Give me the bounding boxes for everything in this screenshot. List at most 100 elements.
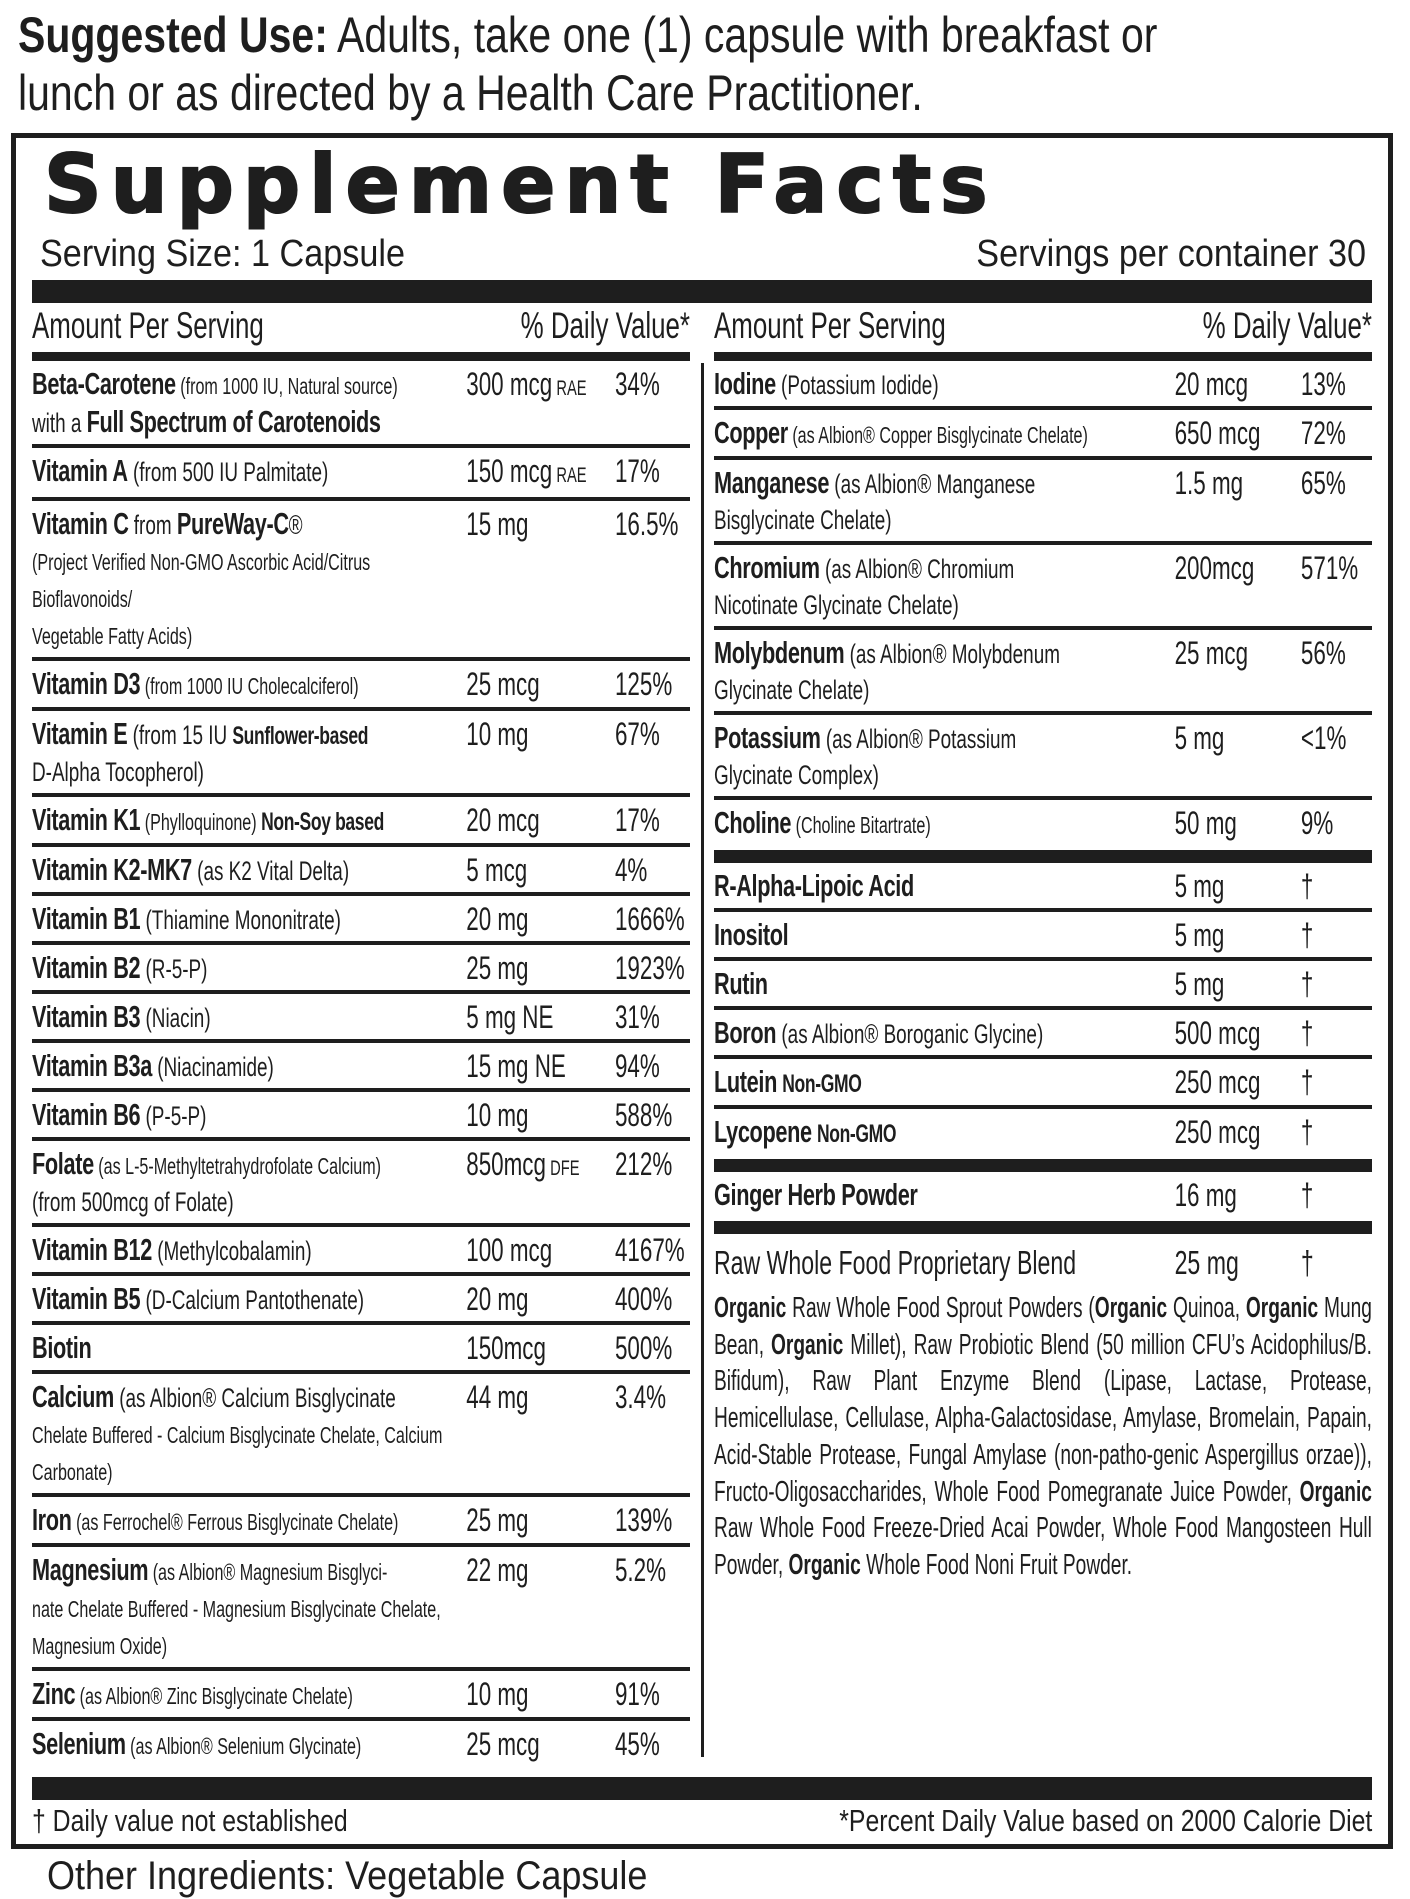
- nutrient-daily-value: 91%: [614, 1676, 660, 1712]
- text-segment: (from 15 IU: [127, 720, 233, 750]
- nutrient-name: Iodine (Potassium Iodide): [714, 366, 1175, 403]
- nutrient-daily-value: 31%: [614, 999, 660, 1035]
- amount-value: 15 mg: [466, 506, 529, 542]
- amount-value: 25 mcg: [466, 666, 540, 702]
- nutrient-daily-value: 500%: [614, 1330, 673, 1366]
- amount-value: 850mcg: [466, 1146, 546, 1182]
- nutrient-daily-value: †: [1300, 917, 1314, 953]
- nutrient-name: Vitamin B3a (Niacinamide): [32, 1048, 466, 1085]
- nutrient-daily-value: 94%: [614, 1048, 660, 1084]
- text-segment: Vitamin B3: [32, 999, 141, 1034]
- text-segment: Organic: [770, 1328, 844, 1361]
- nutrient-amount: 200mcg: [1175, 550, 1301, 623]
- nutrient-row: Vitamin K1 (Phylloquinone) Non-Soy based…: [32, 797, 690, 847]
- nutrient-daily-value: 17%: [614, 453, 660, 489]
- text-segment: Vitamin B3a: [32, 1048, 152, 1083]
- text-segment: R-Alpha-Lipoic Acid: [714, 868, 914, 903]
- nutrient-name: Ginger Herb Powder: [714, 1177, 1175, 1214]
- nutrient-daily-value: 4%: [614, 852, 648, 888]
- text-segment: (Niacin): [140, 1003, 211, 1033]
- nutrient-daily-value: 56%: [1300, 635, 1346, 671]
- nutrient-name: Copper (as Albion® Copper Bisglycinate C…: [714, 415, 1175, 453]
- nutrient-row: Selenium (as Albion® Selenium Glycinate)…: [32, 1721, 690, 1771]
- text-segment: Vitamin B6: [32, 1097, 141, 1132]
- nutrient-row: Vitamin D3 (from 1000 IU Cholecalciferol…: [32, 661, 690, 711]
- amount-value: 15 mg NE: [466, 1048, 566, 1084]
- amount-value: 25 mg: [466, 1502, 529, 1538]
- nutrient-row: Inositol 5 mg †: [714, 912, 1372, 961]
- suggested-use-line2: lunch or as directed by a Health Care Pr…: [18, 65, 923, 121]
- nutrient-row: Lycopene Non-GMO 250 mcg †: [714, 1109, 1372, 1159]
- nutrient-name: Rutin: [714, 966, 1175, 1003]
- serving-size: Serving Size: 1 Capsule: [40, 233, 406, 275]
- text-segment: from: [128, 510, 177, 540]
- text-segment: (as Ferrochel® Ferrous Bisglycinate Chel…: [71, 1509, 399, 1535]
- text-segment: Iodine: [714, 366, 776, 401]
- text-segment: Lycopene: [714, 1114, 812, 1149]
- nutrient-name: Vitamin B12 (Methylcobalamin): [32, 1232, 466, 1269]
- text-segment: Glycinate Complex): [714, 760, 879, 790]
- nutrient-daily-value: 139%: [614, 1502, 673, 1538]
- nutrient-row: R-Alpha-Lipoic Acid 5 mg †: [714, 863, 1372, 912]
- serving-info: Serving Size: 1 Capsule Servings per con…: [32, 232, 1372, 278]
- text-segment: (P-5-P): [140, 1101, 207, 1131]
- text-segment: Vitamin E: [32, 716, 128, 751]
- text-segment: (D-Calcium Pantothenate): [140, 1285, 365, 1315]
- panel-title: Supplement Facts: [43, 137, 997, 232]
- text-segment: Chelate Buffered - Calcium Bisglycinate …: [32, 1422, 443, 1485]
- text-segment: Vegetable Fatty Acids): [32, 623, 193, 649]
- nutrient-row: Lutein Non-GMO 250 mcg †: [714, 1059, 1372, 1109]
- nutrient-amount: 300 mcg RAE: [466, 366, 615, 441]
- nutrient-row: Molybdenum (as Albion® Molybdenum Glycina…: [714, 630, 1372, 715]
- text-segment: (from 1000 IU, Natural source): [175, 373, 398, 399]
- nutrient-daily-value: 588%: [614, 1097, 673, 1133]
- amount-value: 150 mcg: [466, 453, 553, 489]
- nutrient-daily-value: 16.5%: [614, 506, 679, 542]
- nutrient-row: Chromium (as Albion® Chromium Nicotinate …: [714, 545, 1372, 630]
- nutrient-name: Vitamin C from PureWay-C® (Project Verifi…: [32, 506, 466, 654]
- nutrient-name: Vitamin A (from 500 IU Palmitate): [32, 453, 466, 494]
- text-segment: Folate: [32, 1146, 94, 1181]
- text-segment: (as Albion® Calcium Bisglycinate: [113, 1383, 396, 1413]
- nutrient-daily-value: 3.4%: [614, 1379, 667, 1415]
- nutrient-group: Iodine (Potassium Iodide) 20 mcg 13% Copper…: [714, 361, 1372, 850]
- text-segment: Choline: [714, 805, 792, 840]
- nutrient-name: Chromium (as Albion® Chromium Nicotinate …: [714, 550, 1175, 623]
- amount-value: 200mcg: [1174, 550, 1255, 586]
- amount-value: 5 mg NE: [466, 999, 554, 1035]
- text-segment: (as L-5-Methyltetrahydrofolate Calcium): [93, 1153, 382, 1179]
- nutrient-daily-value: 72%: [1300, 415, 1346, 451]
- blend-body: Organic Raw Whole Food Sprout Powders ( O…: [714, 1288, 1372, 1588]
- column-divider-area: [690, 303, 714, 1771]
- nutrient-amount: 850mcg DFE: [466, 1146, 615, 1220]
- nutrient-row: Biotin 150mcg 500%: [32, 1325, 690, 1374]
- right-column: Amount Per Serving % Daily Value* Iodine…: [714, 303, 1372, 1771]
- text-segment: (R-5-P): [140, 954, 208, 984]
- left-nutrient-list: Beta-Carotene (from 1000 IU, Natural sou…: [32, 361, 690, 1771]
- text-segment: Raw Whole Food Sprout Powders (: [786, 1292, 1095, 1324]
- text-segment: Organic: [788, 1548, 861, 1581]
- nutrient-name: Vitamin B5 (D-Calcium Pantothenate): [32, 1281, 466, 1318]
- proprietary-blend: Raw Whole Food Proprietary Blend 25 mg †…: [714, 1234, 1372, 1588]
- nutrient-row: Vitamin B6 (P-5-P) 10 mg 588%: [32, 1092, 690, 1141]
- text-segment: Magnesium: [32, 1552, 149, 1587]
- amount-value: 5 mg: [1174, 868, 1225, 904]
- nutrient-name: Potassium (as Albion® Potassium Glycinate…: [714, 720, 1175, 793]
- nutrient-row: Copper (as Albion® Copper Bisglycinate C…: [714, 410, 1372, 460]
- nutrient-daily-value: 4167%: [614, 1232, 685, 1268]
- group-divider-bar: [714, 1221, 1372, 1234]
- text-segment: Lutein: [714, 1064, 777, 1099]
- nutrient-daily-value: 9%: [1300, 805, 1334, 841]
- text-segment: PureWay-C: [176, 506, 289, 541]
- divider-bar-top: [32, 280, 1372, 303]
- text-segment: Vitamin K1: [32, 802, 141, 837]
- nutrient-amount: 25 mcg: [466, 1726, 615, 1764]
- nutrient-daily-value: 65%: [1300, 465, 1346, 501]
- nutrient-row: Vitamin B3a (Niacinamide) 15 mg NE 94%: [32, 1043, 690, 1092]
- nutrient-row: Iodine (Potassium Iodide) 20 mcg 13%: [714, 361, 1372, 410]
- text-segment: Calcium: [32, 1379, 114, 1414]
- text-segment: Vitamin A: [32, 453, 128, 488]
- text-segment: Biotin: [32, 1330, 92, 1365]
- nutrient-row: Vitamin B1 (Thiamine Mononitrate) 20 mg 16…: [32, 896, 690, 945]
- text-segment: Organic: [1299, 1475, 1372, 1508]
